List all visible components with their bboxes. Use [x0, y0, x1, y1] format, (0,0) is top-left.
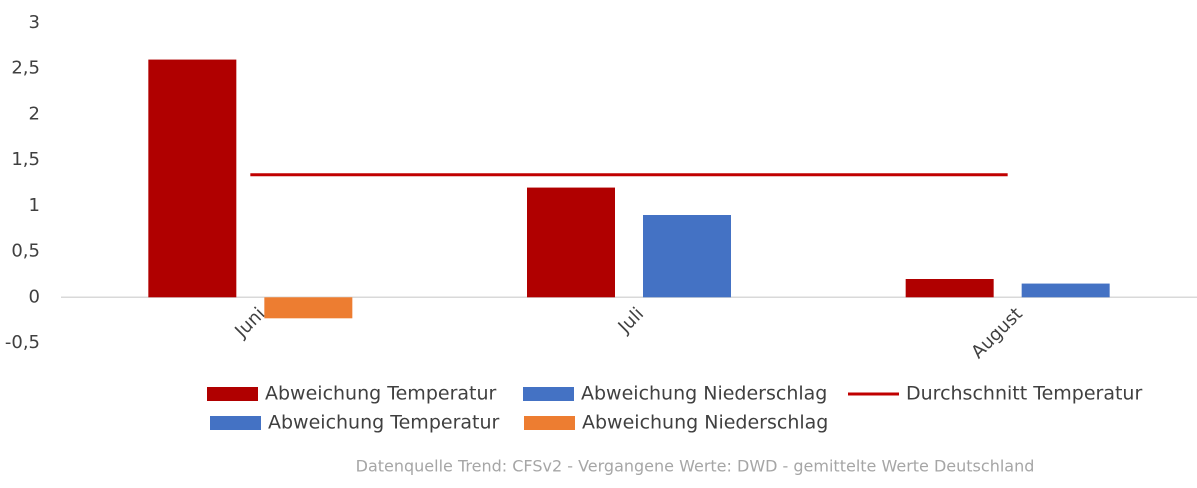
y-tick-label: 2: [29, 103, 40, 124]
bar: [264, 297, 353, 319]
legend-label: Abweichung Temperatur: [265, 383, 497, 405]
legend-swatch: [210, 416, 261, 430]
bar: [1021, 283, 1110, 298]
bar: [905, 279, 994, 298]
bar: [148, 59, 237, 298]
y-tick-label: -0,5: [5, 332, 40, 353]
x-tick-label: Juni: [230, 304, 269, 343]
y-tick-label: 1: [29, 195, 40, 216]
x-tick-label: August: [967, 304, 1026, 363]
legend-swatch: [207, 387, 258, 401]
y-tick-label: 0,5: [11, 241, 40, 262]
legend-label: Abweichung Niederschlag: [581, 383, 827, 405]
bar: [643, 215, 731, 298]
y-tick-label: 1,5: [11, 149, 40, 170]
y-tick-label: 2,5: [11, 58, 40, 79]
legend-label: Durchschnitt Temperatur: [906, 383, 1142, 405]
source-note: Datenquelle Trend: CFSv2 - Vergangene We…: [356, 457, 1035, 476]
y-tick-label: 3: [29, 12, 40, 33]
legend-label: Abweichung Niederschlag: [582, 412, 828, 434]
legend-swatch: [524, 416, 575, 430]
x-tick-label: Juli: [614, 304, 648, 338]
legend-label: Abweichung Temperatur: [268, 412, 500, 434]
legend-swatch: [523, 387, 574, 401]
bar: [527, 187, 615, 298]
y-tick-label: 0: [29, 286, 40, 307]
